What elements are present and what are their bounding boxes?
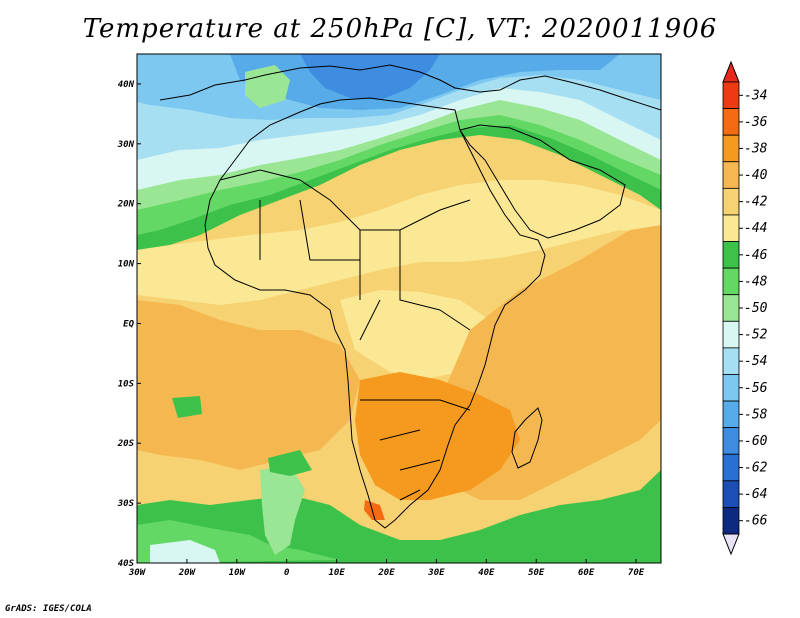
colorbar-label: -44 <box>744 221 767 236</box>
colorbar-label: -58 <box>744 407 768 422</box>
lon-tick-label: 20E <box>377 568 395 578</box>
lon-tick-label: 50E <box>528 568 545 578</box>
temperature-field <box>137 54 661 563</box>
colorbar-swatch <box>722 81 740 109</box>
field-south-africa-redorange <box>364 500 385 520</box>
field-congo-lightyellow <box>340 290 495 378</box>
colorbar-label: -48 <box>744 274 768 289</box>
colorbar-label: -36 <box>744 115 768 130</box>
lon-tick-label: 70E <box>628 568 645 578</box>
field-southern-africa-darkorange <box>355 372 520 500</box>
colorbar-swatch <box>722 214 740 242</box>
plot-title: Temperature at 250hPa [C], VT: 202001190… <box>82 14 718 44</box>
field-north-deepblue <box>300 54 440 100</box>
lon-tick-label: 30W <box>128 568 147 578</box>
colorbar-bottom-arrow <box>722 533 740 556</box>
lat-tick-label: 20N <box>117 200 135 210</box>
colorbar-label: -64 <box>744 487 767 502</box>
colorbar-swatch <box>722 187 740 216</box>
europe-coastline <box>159 64 661 111</box>
colorbar-label: -38 <box>744 141 768 156</box>
africa-coastline <box>204 97 546 529</box>
footer-credit: GrADS: IGES/COLA <box>5 604 92 614</box>
colorbar-label: -66 <box>744 514 768 529</box>
colorbar-swatch <box>722 267 740 296</box>
lon-tick-label: 0 <box>284 568 290 578</box>
lat-tick-label: 30N <box>117 140 135 150</box>
lon-tick-label: 20W <box>178 568 197 578</box>
colorbar-swatch <box>722 320 740 349</box>
colorbar-swatch <box>722 427 740 455</box>
colorbar-label: -60 <box>744 434 768 449</box>
lat-tick-label: 30S <box>117 499 135 509</box>
colorbar-swatch <box>722 400 740 429</box>
colorbar-swatch <box>722 453 740 482</box>
coastlines <box>159 64 661 529</box>
colorbar-label: -50 <box>744 301 768 316</box>
field-atlantic-orange <box>137 300 360 470</box>
plot-frame <box>136 53 662 564</box>
colorbar-swatch <box>722 294 740 322</box>
colorbar-swatch <box>722 347 740 375</box>
colorbar-swatch <box>722 241 740 269</box>
lat-tick-label: 20S <box>117 439 135 449</box>
lon-tick-label: 10W <box>229 568 247 578</box>
colorbar-swatch <box>722 108 740 136</box>
colorbar-label: -52 <box>744 328 768 343</box>
field-sahel-lightyellow <box>137 180 661 305</box>
colorbar-label: -62 <box>744 461 768 476</box>
national-borders <box>219 169 471 501</box>
colorbar-top-arrow <box>722 60 740 83</box>
colorbar-swatch <box>722 161 740 189</box>
lat-tick-label: 10S <box>118 379 135 389</box>
colorbar-swatch <box>722 134 740 163</box>
latitude-axis: 40N 30N 20N 10N EQ 10S 20S 30S 40S <box>117 80 141 569</box>
colorbar-label: -46 <box>744 248 768 263</box>
lon-tick-label: 30E <box>427 568 445 578</box>
field-algeria-greenpatch <box>245 65 290 108</box>
colorbar-swatch <box>722 374 740 402</box>
field-south-lightgreen <box>260 465 305 555</box>
colorbar-label: -56 <box>744 381 768 396</box>
lat-tick-label: EQ <box>123 319 134 329</box>
lon-tick-label: 10E <box>328 568 345 578</box>
colorbar: -34 -36 -38 -40 -42 -44 -46 -48 -50 -52 -54 -56 -58 -… <box>722 60 768 556</box>
longitude-axis: 30W 20W 10W 0 10E 20E 30E 40E 50E 60E 70E <box>128 559 645 578</box>
arabian-coastline <box>459 124 626 239</box>
field-south-palecyan <box>150 540 220 563</box>
colorbar-label: -40 <box>744 168 768 183</box>
colorbar-label: -42 <box>744 195 768 210</box>
field-atlantic-greenpatch-2 <box>268 450 312 476</box>
colorbar-label: -54 <box>744 354 767 369</box>
lat-tick-label: 40N <box>118 80 135 90</box>
lon-tick-label: 60E <box>578 568 595 578</box>
colorbar-swatch <box>722 480 740 508</box>
lat-tick-label: 10N <box>118 260 135 270</box>
madagascar-coastline <box>511 407 543 469</box>
colorbar-label: -34 <box>744 88 767 103</box>
lon-tick-label: 40E <box>478 568 495 578</box>
colorbar-swatch <box>722 507 740 535</box>
field-atlantic-greenpatch-1 <box>172 396 202 418</box>
lat-tick-label: 40S <box>118 559 135 569</box>
